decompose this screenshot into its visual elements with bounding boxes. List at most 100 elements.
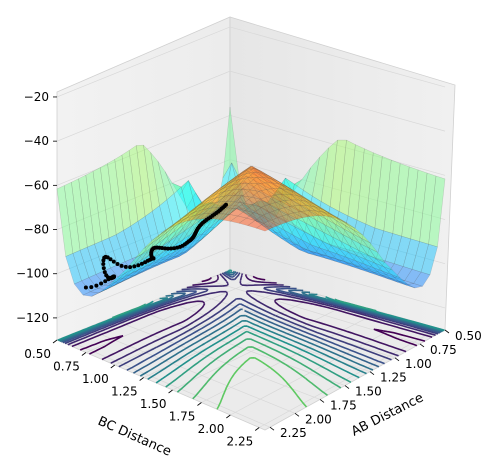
surface-patch [114, 273, 131, 286]
surface-patch [367, 227, 385, 259]
surface-patch [228, 181, 246, 201]
surface-patch [252, 186, 271, 205]
surface-patch [224, 162, 242, 199]
surface-patch [374, 262, 392, 275]
surface-patch [150, 151, 168, 207]
surface-patch [293, 211, 311, 218]
surface-patch [72, 249, 90, 282]
surface-patch [252, 198, 270, 208]
surface-patch [150, 229, 168, 244]
surface-patch [225, 195, 244, 203]
contour-level [62, 271, 441, 371]
surface-patch [169, 222, 187, 242]
surface-patch [205, 220, 223, 229]
z-axis-ticks: −20 −40 −60 −80 −100 −120 [16, 90, 57, 325]
surface-patch [359, 255, 377, 270]
y-tick-label: 1.25 [111, 385, 138, 399]
surface-patch [258, 201, 276, 223]
trajectory-point [123, 264, 128, 269]
surface-patch [332, 228, 351, 247]
surface-patch [358, 223, 376, 256]
surface-patch [79, 246, 97, 278]
surface-patch [338, 139, 356, 217]
surface-patch [254, 171, 272, 179]
surface-patch [262, 212, 280, 221]
surface-patch [304, 197, 322, 209]
surface-patch [278, 208, 296, 228]
surface-patch [56, 185, 74, 257]
surface-patch [328, 250, 346, 263]
surface-patch [338, 218, 356, 229]
surface-patch [310, 244, 329, 257]
surface-patch [235, 204, 252, 209]
surface-patch [196, 193, 213, 208]
surface-patch [327, 214, 344, 230]
surface-patch [137, 215, 155, 253]
surface-patch [213, 182, 231, 194]
surface-patch [386, 263, 404, 278]
surface-patch [229, 215, 248, 224]
trajectory-point [128, 265, 133, 270]
surface-patch [164, 222, 181, 240]
surface-patch [128, 145, 146, 222]
contour-level [60, 271, 442, 374]
surface-patch [199, 202, 216, 222]
surface-patch [265, 188, 284, 196]
surface-patch [100, 163, 117, 239]
surface-patch [159, 222, 176, 236]
trajectory-point [139, 261, 144, 266]
y-tick-mark [52, 339, 58, 344]
surface-patch [201, 220, 219, 239]
surface-patch [121, 149, 139, 227]
x-tick-mark [419, 343, 425, 348]
surface-patch [257, 213, 275, 232]
z-tick-label: −100 [16, 267, 49, 281]
surface-patch [323, 211, 341, 220]
trajectory-point [163, 246, 167, 251]
surface-patch [356, 148, 374, 225]
surface-patch [240, 167, 257, 177]
surface-patch [187, 232, 204, 251]
surface-patch [229, 206, 246, 215]
surface-patch [301, 196, 319, 211]
surface-patch [270, 195, 289, 215]
surface-patch [222, 180, 240, 199]
surface-patch [266, 194, 285, 203]
surface-patch [168, 216, 185, 229]
surface-patch [234, 165, 251, 179]
surface-patch [148, 262, 165, 266]
surface-patch [419, 172, 437, 245]
surface-patch [355, 260, 373, 272]
surface-patch [203, 213, 221, 233]
surface-patch [169, 252, 187, 257]
surface-patch [303, 230, 321, 249]
surface-patch [120, 273, 137, 283]
surface-patch [240, 197, 258, 223]
surface-patch [298, 199, 316, 208]
surface-patch [275, 224, 293, 243]
surface-patch [309, 250, 327, 259]
wall-grid-line [56, 203, 446, 275]
surface-patch [195, 192, 213, 209]
surface-patch [186, 206, 203, 224]
trajectory-point [172, 246, 177, 251]
surface-patch [251, 192, 269, 213]
surface-patch [212, 181, 229, 195]
surface-patch [184, 206, 201, 218]
surface-patch [321, 240, 339, 255]
surface-patch [302, 239, 320, 254]
surface-patch [164, 253, 181, 263]
surface-patch [269, 203, 287, 223]
y-tick-label: 1.00 [82, 372, 109, 386]
surface-patch [319, 207, 337, 221]
trajectory-point [101, 266, 106, 271]
surface-patch [310, 202, 328, 216]
surface-patch [334, 223, 352, 240]
surface-patch [290, 199, 309, 206]
surface-patch [159, 199, 176, 242]
surface-patch [86, 243, 104, 275]
surface-patch [279, 200, 298, 219]
surface-patch [284, 177, 302, 193]
surface-patch [221, 214, 239, 222]
x-tick-label: 0.75 [430, 343, 457, 357]
